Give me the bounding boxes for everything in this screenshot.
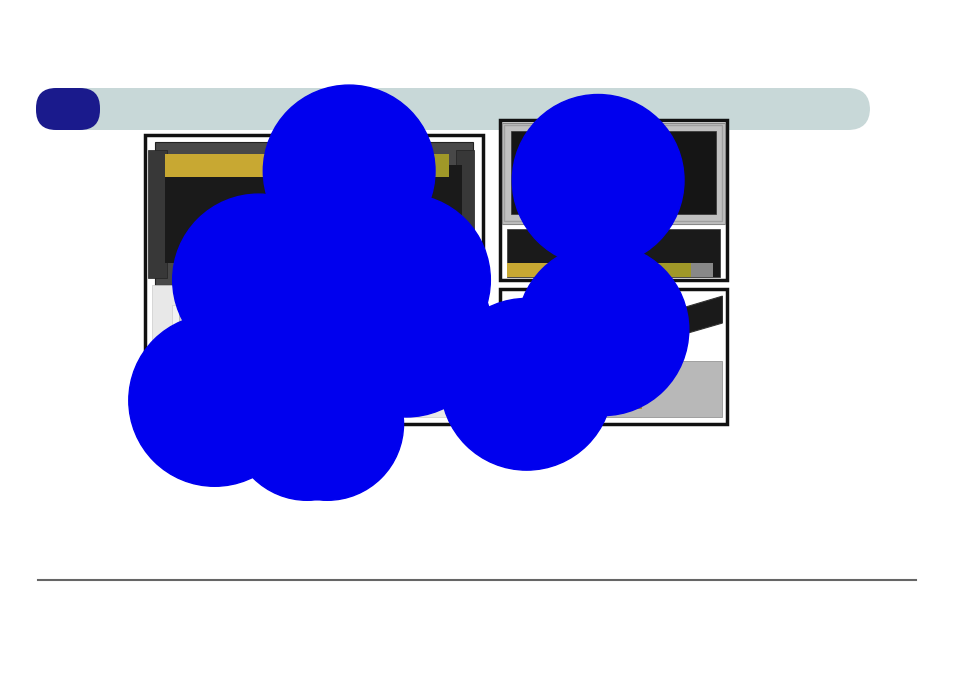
Bar	[145, 135, 482, 424]
Circle shape	[263, 85, 435, 257]
Bar	[155, 142, 472, 285]
Bar	[506, 229, 720, 277]
Bar	[599, 324, 626, 390]
Bar	[178, 313, 219, 347]
Bar	[165, 154, 384, 177]
Circle shape	[517, 244, 688, 416]
Bar	[388, 210, 412, 262]
Circle shape	[512, 94, 683, 267]
Bar	[506, 263, 631, 277]
Circle shape	[194, 328, 200, 334]
Circle shape	[440, 298, 612, 470]
Circle shape	[251, 348, 403, 500]
Bar	[654, 303, 659, 343]
Circle shape	[244, 345, 377, 479]
Polygon shape	[282, 274, 317, 302]
Circle shape	[587, 264, 593, 269]
Bar	[172, 359, 415, 376]
Bar	[456, 149, 474, 277]
FancyBboxPatch shape	[40, 88, 869, 130]
Bar	[662, 303, 668, 343]
Circle shape	[201, 245, 373, 417]
Polygon shape	[579, 219, 600, 236]
Bar	[172, 386, 415, 403]
Bar	[152, 285, 476, 417]
Bar	[172, 331, 415, 347]
Bar	[172, 304, 415, 413]
Circle shape	[201, 328, 207, 334]
Circle shape	[181, 328, 187, 334]
Circle shape	[129, 314, 300, 487]
Circle shape	[208, 328, 213, 334]
Bar	[165, 165, 462, 262]
Circle shape	[176, 298, 348, 470]
Bar	[504, 125, 721, 221]
Bar	[388, 154, 449, 177]
Polygon shape	[504, 296, 721, 386]
Circle shape	[172, 194, 344, 366]
Bar	[690, 263, 713, 277]
Bar	[499, 120, 726, 280]
Bar	[511, 131, 715, 214]
Bar	[585, 378, 640, 408]
Bar	[149, 149, 167, 277]
Bar	[672, 303, 678, 343]
Circle shape	[336, 162, 345, 170]
Bar	[501, 123, 724, 224]
Circle shape	[318, 194, 490, 366]
Bar	[504, 361, 721, 417]
FancyBboxPatch shape	[36, 88, 100, 130]
Bar	[633, 263, 690, 277]
Circle shape	[231, 348, 383, 500]
Circle shape	[188, 328, 193, 334]
Circle shape	[320, 245, 492, 417]
Bar	[499, 289, 726, 424]
